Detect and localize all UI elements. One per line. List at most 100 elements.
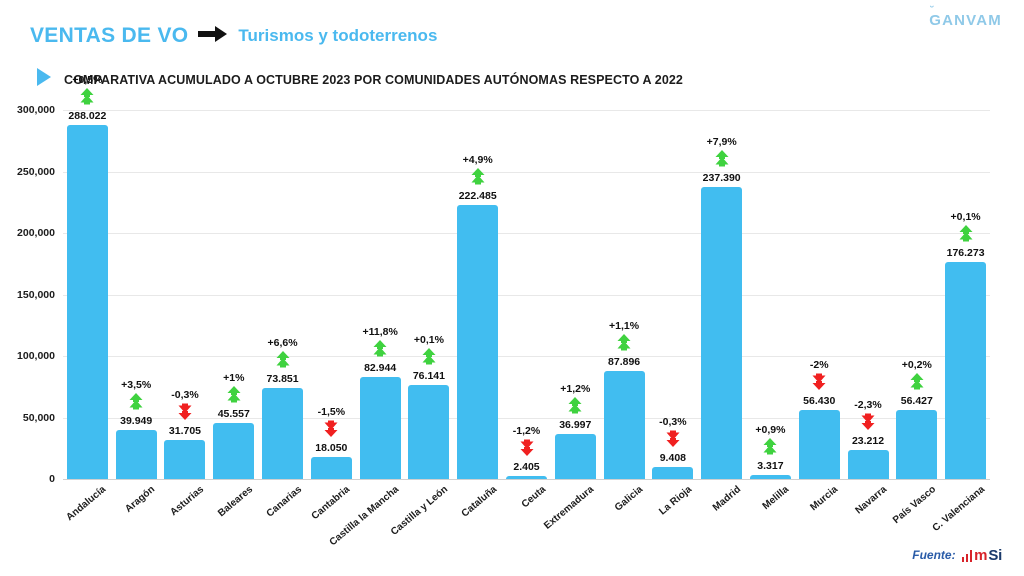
bar[interactable] xyxy=(749,474,791,479)
bar[interactable] xyxy=(506,476,547,479)
bar-group[interactable]: 176.273 +0,1% xyxy=(945,110,987,479)
bar-group[interactable]: 31.705 -0,3% xyxy=(164,110,206,479)
logo-name: GANVAM xyxy=(929,12,1002,29)
title-main: VENTAS DE VO xyxy=(30,24,189,47)
bar-value-label: 176.273 xyxy=(946,247,985,260)
bar[interactable] xyxy=(262,388,304,479)
bar-percent-label: +11,8% xyxy=(362,325,398,338)
bar[interactable] xyxy=(603,370,645,479)
y-axis-tick-label: 200,000 xyxy=(17,227,55,239)
chevrons-up-icon xyxy=(129,392,143,410)
msi-logo: m Si xyxy=(961,546,1002,564)
chevrons-down-icon xyxy=(178,403,192,421)
x-axis-tick-label: La Rioja xyxy=(657,484,694,518)
bar-group[interactable]: 87.896 +1,1% xyxy=(603,110,645,479)
bar[interactable] xyxy=(310,456,352,479)
plot-area: 0 50,000 100,000 150,000 200,000 250,000 300,0… xyxy=(17,74,990,548)
chevrons-down-icon xyxy=(861,413,875,431)
bar[interactable] xyxy=(652,467,694,479)
y-axis-tick-label: 300,000 xyxy=(17,104,55,116)
x-axis-tick-label: Aragón xyxy=(123,484,158,515)
bar-percent-label: +0,5% xyxy=(72,73,103,86)
bar-percent-label: -2% xyxy=(809,358,829,371)
gridline xyxy=(63,171,990,173)
source-label: Fuente: xyxy=(912,548,956,562)
bar[interactable] xyxy=(213,422,255,479)
bar[interactable] xyxy=(408,385,450,479)
bar-value-label: 45.557 xyxy=(217,407,250,420)
bar-value-label: 39.949 xyxy=(120,414,153,427)
bar-group[interactable]: 288.022 +0,5% xyxy=(66,74,108,479)
chevrons-down-icon xyxy=(324,420,338,437)
x-axis-tick-label: Asturias xyxy=(168,484,207,519)
y-axis-tick-label: 50,000 xyxy=(22,411,55,424)
bar[interactable] xyxy=(701,187,743,479)
bar-group[interactable]: 18.050 -1,5% xyxy=(310,110,352,479)
x-axis-tick-label: Cantabria xyxy=(309,484,353,523)
bar-group[interactable]: 3.317 +0,9% xyxy=(749,110,791,479)
bar-value-label: 2.405 xyxy=(513,461,540,474)
chevrons-up-icon xyxy=(276,351,290,368)
bar-group[interactable]: 222.485 +4,9% xyxy=(457,110,499,479)
x-axis-tick-label: Cataluña xyxy=(459,484,499,520)
y-axis-tick-label: 150,000 xyxy=(17,288,55,301)
bar[interactable] xyxy=(115,429,157,479)
bar[interactable] xyxy=(457,205,499,479)
x-axis-tick-label: Navarra xyxy=(853,484,890,517)
gridline xyxy=(63,294,990,296)
bar[interactable] xyxy=(66,124,108,479)
bar[interactable] xyxy=(359,376,401,479)
chevrons-up-icon xyxy=(910,372,924,390)
bar-group[interactable]: 56.427 +0,2% xyxy=(896,110,938,479)
bar-percent-label: -1,2% xyxy=(512,425,541,438)
bar-value-label: 222.485 xyxy=(458,190,497,203)
logo-g: ˘ GANVAM xyxy=(929,6,1002,30)
bar-value-label: 237.390 xyxy=(702,172,741,185)
bar-value-label: 56.430 xyxy=(803,394,836,407)
y-axis-tick-label: 0 xyxy=(49,473,55,485)
bar-percent-label: +0,9% xyxy=(755,423,786,436)
chevrons-up-icon xyxy=(763,437,777,455)
bar-value-label: 56.427 xyxy=(900,394,933,407)
bar[interactable] xyxy=(847,450,889,479)
msi-letter-si: Si xyxy=(988,546,1002,564)
bar-group[interactable]: 45.557 +1% xyxy=(213,110,255,479)
x-axis-tick-label: Murcia xyxy=(808,484,841,514)
bar-group[interactable]: 36.997 +1,2% xyxy=(554,110,596,479)
x-axis-tick-label: Madrid xyxy=(710,484,743,514)
bar-group[interactable]: 73.851 +6,6% xyxy=(262,110,304,479)
bar-group[interactable]: 9.408 -0,3% xyxy=(652,110,694,479)
gridline xyxy=(63,356,990,357)
bar[interactable] xyxy=(554,433,596,479)
bar[interactable] xyxy=(798,409,840,479)
bar-percent-label: +6,6% xyxy=(267,337,298,350)
bar-group[interactable]: 76.141 +0,1% xyxy=(408,110,450,479)
bar-group[interactable]: 2.405 -1,2% xyxy=(506,110,547,479)
bar-group[interactable]: 56.430 -2% xyxy=(798,110,840,479)
bar[interactable] xyxy=(164,440,206,479)
bar-group[interactable]: 82.944 +11,8% xyxy=(359,110,401,479)
bar-percent-label: +0,2% xyxy=(901,358,932,371)
x-axis-tick-label: Extremadura xyxy=(542,484,597,532)
bar[interactable] xyxy=(896,409,938,479)
chevrons-up-icon xyxy=(80,87,94,105)
gridline xyxy=(63,110,990,111)
title-sub: Turismos y todoterrenos xyxy=(238,26,438,45)
bar-value-label: 76.141 xyxy=(412,370,445,383)
bar-group[interactable]: 39.949 +3,5% xyxy=(115,110,157,479)
bar-value-label: 31.705 xyxy=(168,425,202,438)
bar-value-label: 288.022 xyxy=(68,109,107,122)
chevrons-down-icon xyxy=(666,430,680,448)
bar-percent-label: +0,1% xyxy=(950,211,981,224)
bar-value-label: 87.896 xyxy=(608,355,641,368)
msi-bars-icon xyxy=(961,549,973,562)
bar-percent-label: -0,3% xyxy=(171,389,199,402)
bar[interactable] xyxy=(945,262,987,479)
page-title: VENTAS DE VO Turismos y todoterrenos xyxy=(30,24,437,48)
bar-group[interactable]: 23.212 -2,3% xyxy=(847,110,889,479)
triangle-right-icon xyxy=(36,67,52,92)
y-axis-tick-label: 250,000 xyxy=(17,165,55,178)
bar-group[interactable]: 237.390 +7,9% xyxy=(701,110,743,479)
